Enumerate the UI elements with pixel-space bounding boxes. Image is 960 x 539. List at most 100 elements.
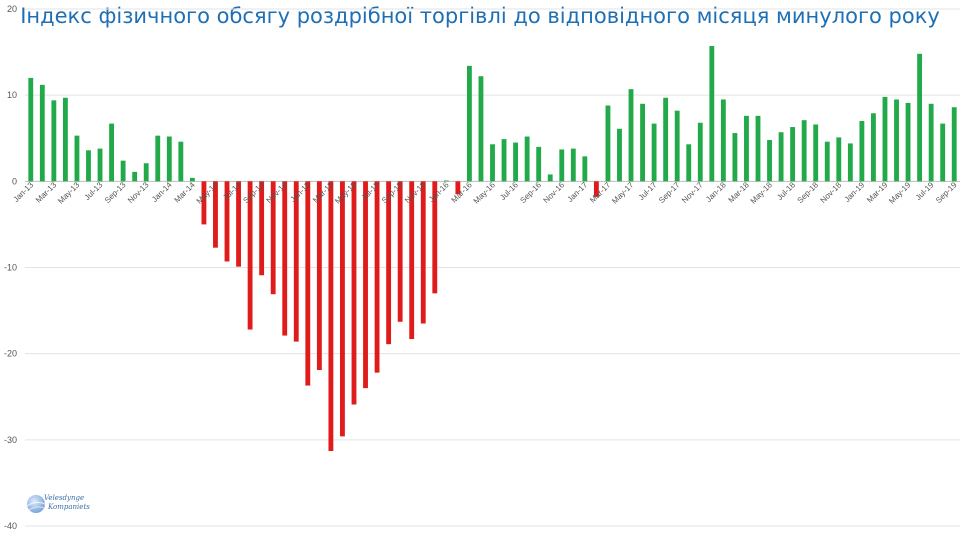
bar-Aug-19	[940, 123, 946, 182]
bar-Feb-13	[39, 84, 45, 182]
bar-Oct-17	[686, 144, 692, 182]
bar-Sep-16	[536, 146, 542, 182]
y-tick-label: -40	[4, 521, 17, 531]
bar-Nov-13	[143, 163, 149, 182]
x-tick-label: Sep-19	[934, 180, 959, 205]
bar-Jul-19	[928, 103, 934, 182]
bar-Apr-14	[201, 181, 207, 225]
y-tick-label: -30	[4, 435, 17, 445]
bar-Oct-14	[270, 181, 276, 295]
bar-Apr-17	[617, 128, 622, 182]
bar-Mar-13	[51, 100, 57, 182]
bar-Oct-15	[409, 181, 415, 340]
bar-Oct-13	[132, 171, 138, 182]
bar-Jul-18	[790, 127, 796, 182]
y-axis-ticks: 20 10 0 -10 -20 -30 -40	[4, 4, 17, 531]
x-tick-label: May-17	[610, 180, 636, 206]
bar-Jul-16	[513, 142, 519, 182]
bar-Sep-19	[951, 107, 957, 182]
bar-Dec-14	[293, 181, 299, 342]
bar-Jul-14	[236, 181, 241, 267]
bar-Nov-14	[282, 181, 288, 336]
bar-Jan-18	[720, 99, 726, 182]
x-tick-label: Jan-17	[566, 180, 590, 204]
x-tick-label: Jan-19	[843, 180, 867, 204]
x-tick-label: Sep-13	[103, 180, 128, 205]
logo-line-1: Velesdynge	[44, 494, 85, 502]
bar-Dec-17	[709, 46, 715, 182]
bar-Nov-15	[420, 181, 426, 324]
bar-Apr-19	[894, 99, 899, 182]
bar-Nov-16	[559, 149, 565, 182]
x-tick-label: Jul-19	[914, 180, 936, 202]
logo-globe-icon	[26, 495, 46, 513]
bar-Mar-17	[605, 105, 611, 182]
bar-May-15	[351, 181, 357, 405]
bar-Aug-16	[524, 136, 530, 182]
bar-Jul-15	[374, 181, 380, 373]
chart-title: Індекс фізичного обсягу роздрібної торгі…	[20, 4, 940, 28]
y-tick-label: -20	[4, 349, 17, 359]
bar-Jun-15	[363, 181, 368, 389]
bar-Oct-18	[824, 141, 830, 182]
bar-Aug-14	[247, 181, 253, 330]
bar-Jun-14	[224, 181, 230, 262]
y-tick-label: 10	[7, 90, 17, 100]
bar-Jan-17	[582, 156, 588, 182]
x-tick-label: Mar-18	[727, 180, 752, 205]
bar-Apr-18	[755, 115, 761, 182]
bar-Aug-18	[801, 120, 807, 182]
bar-Apr-15	[340, 181, 345, 437]
x-tick-label: Nov-18	[819, 180, 844, 205]
bar-Aug-17	[663, 97, 669, 182]
bar-Apr-16	[478, 76, 484, 182]
bar-Mar-16	[466, 65, 472, 182]
bar-May-18	[767, 139, 772, 182]
bar-May-17	[628, 89, 634, 182]
x-tick-label: May-13	[56, 180, 82, 206]
bar-Jan-16	[443, 180, 449, 182]
bar-Feb-17	[593, 181, 599, 197]
bar-Sep-18	[813, 124, 819, 182]
bar-Mar-14	[189, 177, 195, 182]
x-tick-label: Jul-17	[637, 180, 659, 202]
x-tick-label: Mar-13	[34, 180, 59, 205]
bar-Jun-16	[501, 139, 507, 182]
x-tick-label: Jul-18	[775, 180, 797, 202]
bar-Sep-15	[397, 181, 403, 322]
bar-Jan-14	[166, 136, 172, 182]
bar-May-14	[213, 181, 218, 248]
x-tick-label: Sep-18	[796, 180, 821, 205]
bar-May-16	[490, 144, 495, 182]
x-tick-label: Sep-16	[518, 180, 543, 205]
bar-Jul-13	[97, 148, 103, 182]
bar-Apr-13	[62, 97, 68, 182]
bar-Jun-13	[86, 150, 91, 182]
bar-Jul-17	[651, 123, 657, 182]
bar-Jun-19	[917, 53, 923, 182]
bar-May-13	[74, 135, 80, 182]
bars	[28, 46, 957, 452]
bar-Mar-18	[744, 115, 749, 182]
logo-text: Velesdynge Kompaniets	[44, 494, 90, 512]
x-tick-label: Jan-18	[704, 180, 728, 204]
bar-Jan-19	[859, 121, 865, 182]
y-tick-label: -10	[4, 263, 17, 273]
x-tick-label: Nov-17	[680, 180, 705, 205]
bar-Mar-19	[882, 96, 888, 182]
bar-Feb-14	[178, 141, 184, 182]
x-tick-label: May-19	[887, 180, 913, 206]
y-tick-label: 20	[7, 4, 17, 14]
bar-Sep-13	[120, 160, 126, 182]
x-tick-label: Mar-19	[865, 180, 890, 205]
gridlines	[25, 8, 960, 527]
bar-Nov-18	[836, 137, 842, 182]
bar-Feb-18	[732, 133, 738, 182]
bar-Dec-13	[155, 135, 161, 182]
bar-Jan-13	[28, 77, 34, 182]
x-tick-label: Jul-16	[498, 180, 520, 202]
bar-Feb-15	[316, 181, 322, 371]
bar-Jun-17	[640, 103, 645, 182]
